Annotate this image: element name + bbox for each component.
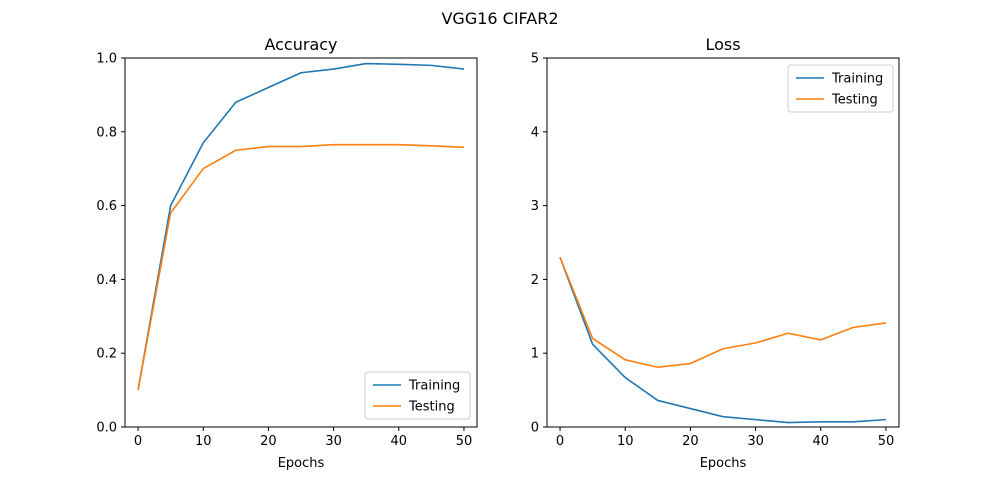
loss-x-tick-label: 20 <box>682 434 699 449</box>
accuracy-y-tick-label: 0.2 <box>96 347 117 362</box>
loss-axes-frame <box>546 57 900 428</box>
figure-title: VGG16 CIFAR2 <box>441 9 558 28</box>
accuracy-y-tick-label: 0.0 <box>96 421 117 436</box>
loss-y-tick-label: 1 <box>531 347 539 362</box>
accuracy-legend-label-training: Training <box>408 379 460 394</box>
loss-x-axis-label: Epochs <box>700 456 747 471</box>
accuracy-y-tick-label: 1.0 <box>96 52 117 67</box>
loss-y-tick-label: 3 <box>531 199 539 214</box>
loss-plot: Loss 0 10 20 30 40 50 0 1 2 3 4 5 Epochs Training Testi… <box>531 35 900 471</box>
loss-y-tick-label: 4 <box>531 125 539 140</box>
loss-x-tick-label: 0 <box>556 434 564 449</box>
loss-legend: Training Testing <box>787 64 894 113</box>
accuracy-x-axis-label: Epochs <box>278 456 325 471</box>
accuracy-series-testing-line <box>137 143 464 391</box>
accuracy-x-tick-label: 50 <box>456 434 473 449</box>
loss-y-tick-label: 5 <box>531 52 539 67</box>
loss-title: Loss <box>705 35 740 54</box>
loss-series-training-line <box>559 256 887 424</box>
accuracy-title: Accuracy <box>264 35 337 54</box>
accuracy-x-tick-label: 0 <box>134 434 142 449</box>
accuracy-axes-frame <box>124 57 478 428</box>
accuracy-x-tick-label: 40 <box>391 434 408 449</box>
accuracy-y-tick-label: 0.6 <box>96 199 117 214</box>
loss-x-tick-label: 30 <box>747 434 764 449</box>
loss-legend-box <box>787 64 894 113</box>
loss-y-tick-label: 0 <box>531 421 539 436</box>
loss-x-tick-label: 10 <box>617 434 634 449</box>
accuracy-x-tick-label: 10 <box>195 434 212 449</box>
loss-series-testing-line <box>559 256 887 369</box>
accuracy-legend-label-testing: Testing <box>408 400 455 415</box>
accuracy-x-tick-label: 20 <box>260 434 277 449</box>
accuracy-legend-box <box>364 371 471 420</box>
loss-x-tick-label: 50 <box>878 434 895 449</box>
loss-legend-label-testing: Testing <box>831 93 878 108</box>
loss-y-tick-label: 2 <box>531 273 539 288</box>
accuracy-legend: Training Testing <box>364 371 471 420</box>
loss-legend-label-training: Training <box>831 72 883 87</box>
loss-x-tick-label: 40 <box>813 434 830 449</box>
accuracy-plot: Accuracy 0 10 20 30 40 50 0.0 0.2 0.4 0.6 0.8 1.0 Epo… <box>96 35 478 471</box>
accuracy-y-tick-label: 0.8 <box>96 125 117 140</box>
accuracy-series-training-line <box>137 62 465 391</box>
accuracy-y-tick-label: 0.4 <box>96 273 117 288</box>
accuracy-x-tick-label: 30 <box>325 434 342 449</box>
